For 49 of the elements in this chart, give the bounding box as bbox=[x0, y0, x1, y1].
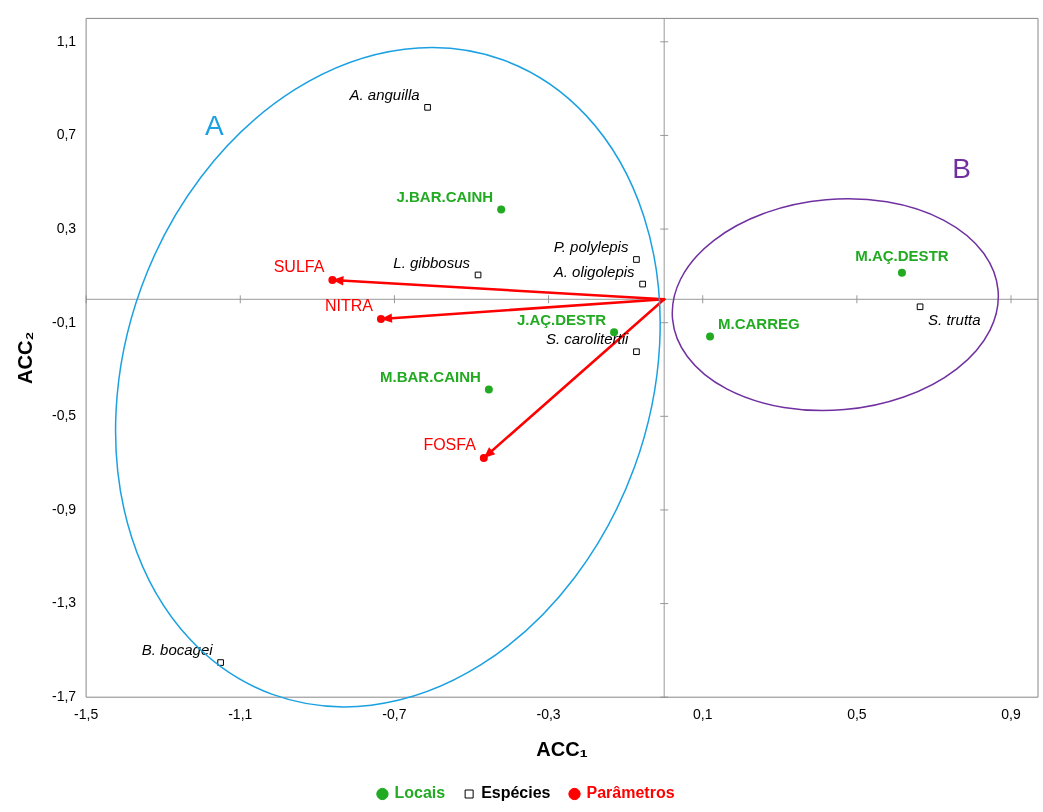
point bbox=[897, 268, 906, 277]
data-label: M.CARREG bbox=[718, 315, 800, 333]
y-tick-label: -1,3 bbox=[52, 594, 77, 611]
point bbox=[633, 256, 640, 263]
annotation: A bbox=[205, 110, 225, 142]
point bbox=[217, 659, 224, 666]
legend-label: Parâmetros bbox=[586, 784, 675, 802]
y-tick-label: -0,9 bbox=[52, 500, 77, 517]
point bbox=[916, 303, 924, 311]
y-tick-label: 0,3 bbox=[56, 219, 77, 236]
data-label: S. trutta bbox=[928, 311, 981, 329]
data-label: A. anguilla bbox=[348, 86, 420, 104]
y-tick-label: 0,7 bbox=[56, 126, 77, 143]
data-label: FOSFA bbox=[423, 436, 477, 454]
data-label: SULFA bbox=[273, 258, 325, 276]
point bbox=[328, 276, 337, 285]
data-label: M.AÇ.DESTR bbox=[855, 247, 949, 265]
data-label: P. polylepis bbox=[553, 238, 629, 256]
x-tick-label: -0,7 bbox=[382, 706, 407, 723]
point bbox=[639, 280, 646, 288]
y-tick-label: -0,1 bbox=[52, 313, 77, 330]
x-tick-label: -1,5 bbox=[74, 706, 99, 723]
y-tick-label: -0,5 bbox=[52, 407, 77, 424]
point bbox=[633, 348, 640, 356]
legend-label: Espécies bbox=[481, 784, 551, 802]
annotation: B bbox=[952, 153, 972, 185]
point bbox=[376, 314, 385, 323]
point bbox=[484, 385, 493, 394]
data-label: NITRA bbox=[324, 297, 374, 315]
point bbox=[474, 271, 482, 279]
point bbox=[497, 205, 506, 214]
x-tick-label: 0,5 bbox=[847, 706, 867, 723]
y-tick-label: 1,1 bbox=[56, 32, 77, 49]
x-tick-label: -1,1 bbox=[228, 706, 253, 723]
y-tick-label: -1,7 bbox=[52, 688, 77, 705]
data-label: J.BAR.CAINH bbox=[396, 188, 494, 206]
x-axis-title: ACC₁ bbox=[536, 737, 588, 760]
y-axis-title: ACC₂ bbox=[13, 331, 36, 384]
data-label: J.AÇ.DESTR bbox=[516, 310, 607, 328]
x-tick-label: 0,9 bbox=[1001, 706, 1021, 723]
point bbox=[706, 332, 715, 341]
data-label: M.BAR.CAINH bbox=[380, 368, 481, 386]
x-tick-label: 0,1 bbox=[692, 706, 713, 723]
data-label: A. oligolepis bbox=[552, 262, 636, 280]
x-tick-label: -0,3 bbox=[536, 706, 561, 723]
data-label: L. gibbosus bbox=[393, 253, 471, 271]
legend-label: Locais bbox=[394, 784, 446, 802]
point bbox=[424, 104, 431, 111]
point bbox=[479, 453, 488, 462]
